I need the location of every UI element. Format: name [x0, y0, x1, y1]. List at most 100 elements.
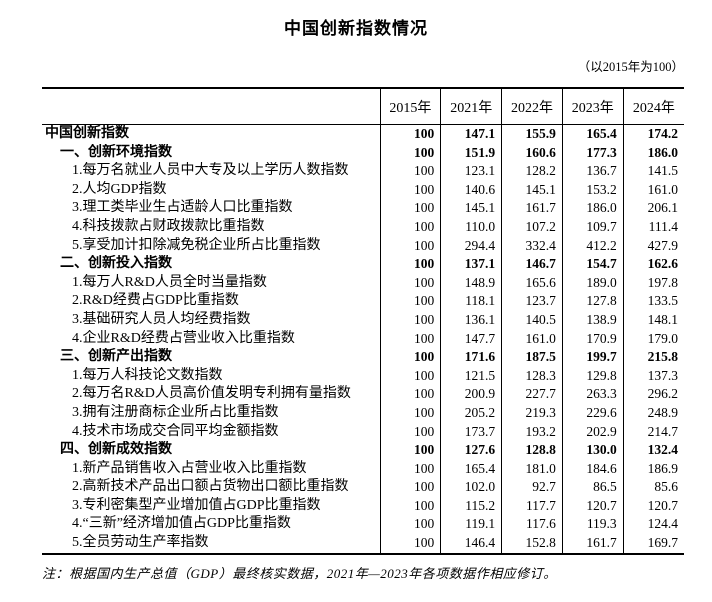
value-cell: 161.7 [501, 199, 563, 218]
value-cell: 127.6 [440, 441, 502, 460]
value-cell: 199.7 [561, 348, 624, 367]
row-label: 三、创新产出指数 [60, 349, 172, 365]
value-cell: 155.9 [501, 124, 563, 144]
table-row: 1.每万名就业人员中大专及以上学历人数指数 100 123.1 128.2 136.7 1… [42, 162, 684, 181]
table-row: 1.每万人科技论文数指数 100 121.5 128.3 129.8 137.3 [42, 366, 684, 386]
table-row: 3.基础研究人员人均经费指数 100 136.1 140.5 138.9 148.1 [42, 310, 684, 330]
base-year-note: （以2015年为100） [577, 60, 684, 74]
value-cell: 123.1 [440, 162, 502, 181]
value-cell: 227.7 [501, 385, 563, 404]
value-cell: 127.8 [561, 292, 624, 311]
value-cell: 100 [379, 143, 441, 163]
row-label: 4.技术市场成交合同平均金额指数 [72, 423, 279, 439]
value-cell: 129.8 [561, 366, 624, 386]
value-cell: 161.0 [501, 329, 563, 349]
value-cell: 128.8 [501, 441, 563, 460]
value-cell: 148.9 [440, 273, 502, 293]
row-label: 3.基础研究人员人均经费指数 [72, 311, 251, 327]
value-cell: 169.7 [622, 534, 684, 554]
row-label: 5.全员劳动生产率指数 [72, 535, 209, 551]
row-label: 4.科技拨款占财政拨款比重指数 [72, 218, 265, 234]
value-cell: 100 [379, 515, 441, 535]
value-cell: 151.9 [440, 143, 502, 163]
row-label: 2.高新技术产品出口额占货物出口额比重指数 [72, 479, 349, 495]
table-row: 5.全员劳动生产率指数 100 146.4 152.8 161.7 169.7 [42, 534, 684, 554]
value-cell: 147.1 [440, 124, 502, 144]
value-cell: 86.5 [561, 478, 624, 497]
row-label: 2.每万名R&D人员高价值发明专利拥有量指数 [72, 386, 351, 402]
value-cell: 107.2 [501, 217, 563, 237]
value-cell: 263.3 [561, 385, 624, 404]
value-cell: 202.9 [561, 422, 624, 442]
value-cell: 100 [379, 310, 441, 330]
value-cell: 193.2 [501, 422, 563, 442]
value-cell: 165.4 [561, 124, 624, 144]
value-cell: 146.7 [501, 255, 563, 274]
table-row: 2.R&D经费占GDP比重指数 100 118.1 123.7 127.8 133.5 [42, 292, 684, 311]
row-label: 1.每万人R&D人员全时当量指数 [72, 274, 267, 290]
stub-header [42, 88, 380, 125]
value-cell: 138.9 [561, 310, 624, 330]
value-cell: 179.0 [622, 329, 684, 349]
row-label: 一、创新环境指数 [60, 144, 172, 160]
value-cell: 119.1 [440, 515, 502, 535]
row-label: 4.企业R&D经费占营业收入比重指数 [72, 330, 295, 346]
value-cell: 186.9 [622, 459, 684, 479]
table-row: 4.“三新”经济增加值占GDP比重指数 100 119.1 117.6 119.3 124… [42, 515, 684, 535]
row-label: 2.人均GDP指数 [72, 181, 167, 197]
value-cell: 296.2 [622, 385, 684, 404]
value-cell: 412.2 [561, 236, 624, 256]
value-cell: 100 [379, 217, 441, 237]
value-cell: 100 [379, 236, 441, 256]
value-cell: 118.1 [440, 292, 502, 311]
row-label: 1.新产品销售收入占营业收入比重指数 [72, 460, 307, 476]
row-label: 中国创新指数 [45, 126, 129, 141]
value-cell: 427.9 [622, 236, 684, 256]
value-cell: 152.8 [501, 534, 563, 554]
table-row: 1.新产品销售收入占营业收入比重指数 100 165.4 181.0 184.6 186.… [42, 459, 684, 479]
value-cell: 100 [379, 441, 441, 460]
value-cell: 200.9 [440, 385, 502, 404]
row-label: 3.理工类毕业生占适龄人口比重指数 [72, 200, 293, 216]
value-cell: 154.7 [561, 255, 624, 274]
row-label: 5.享受加计扣除减免税企业所占比重指数 [72, 237, 321, 253]
row-label: 2.R&D经费占GDP比重指数 [72, 293, 239, 309]
table-row: 4.技术市场成交合同平均金额指数 100 173.7 193.2 202.9 214.7 [42, 422, 684, 442]
value-cell: 165.4 [440, 459, 502, 479]
value-cell: 161.7 [561, 534, 624, 554]
value-cell: 100 [379, 459, 441, 479]
value-cell: 85.6 [622, 478, 684, 497]
row-label: 4.“三新”经济增加值占GDP比重指数 [72, 516, 291, 532]
value-cell: 100 [379, 180, 441, 200]
table-row: 2.高新技术产品出口额占货物出口额比重指数 100 102.0 92.7 86.5 85.… [42, 478, 684, 497]
table-row: 3.拥有注册商标企业所占比重指数 100 205.2 219.3 229.6 248.9 [42, 403, 684, 423]
table-row: 1.每万人R&D人员全时当量指数 100 148.9 165.6 189.0 197.8 [42, 273, 684, 293]
value-cell: 111.4 [622, 217, 684, 237]
year-header: 2015年 [379, 88, 441, 125]
value-cell: 197.8 [622, 273, 684, 293]
value-cell: 132.4 [622, 441, 684, 460]
table-row: 4.科技拨款占财政拨款比重指数 100 110.0 107.2 109.7 111.4 [42, 217, 684, 237]
value-cell: 136.7 [561, 162, 624, 181]
table-row: 3.理工类毕业生占适龄人口比重指数 100 145.1 161.7 186.0 206.1 [42, 199, 684, 218]
row-label: 1.每万人科技论文数指数 [72, 367, 223, 383]
value-cell: 120.7 [622, 496, 684, 516]
value-cell: 153.2 [561, 180, 624, 200]
value-cell: 120.7 [561, 496, 624, 516]
value-cell: 215.8 [622, 348, 684, 367]
value-cell: 100 [379, 292, 441, 311]
value-cell: 229.6 [561, 403, 624, 423]
value-cell: 124.4 [622, 515, 684, 535]
table-row: 二、创新投入指数 100 137.1 146.7 154.7 162.6 [42, 255, 684, 274]
value-cell: 117.7 [501, 496, 563, 516]
value-cell: 205.2 [440, 403, 502, 423]
page-title: 中国创新指数情况 [284, 19, 428, 38]
value-cell: 100 [379, 478, 441, 497]
table-row: 2.每万名R&D人员高价值发明专利拥有量指数 100 200.9 227.7 263.3… [42, 385, 684, 404]
value-cell: 141.5 [622, 162, 684, 181]
table-row: 3.专利密集型产业增加值占GDP比重指数 100 115.2 117.7 120.7 12… [42, 496, 684, 516]
value-cell: 146.4 [440, 534, 502, 554]
value-cell: 187.5 [501, 348, 563, 367]
value-cell: 100 [379, 162, 441, 181]
row-label: 1.每万名就业人员中大专及以上学历人数指数 [72, 163, 349, 179]
